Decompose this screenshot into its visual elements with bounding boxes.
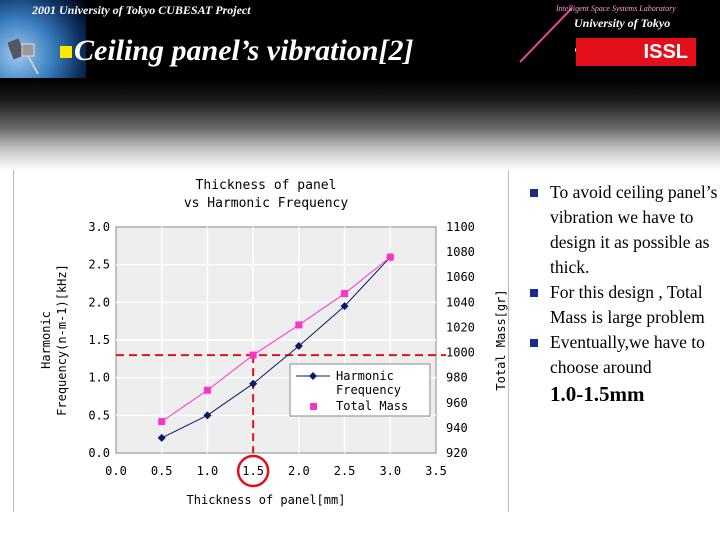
y-axis-right-label: Total Mass[gr] [494,289,508,390]
data-point-harmonic [157,433,166,442]
bullet-text: To avoid ceiling panel’s vibration we ha… [550,182,718,277]
data-point-harmonic [203,411,212,420]
bullet-list: To avoid ceiling panel’s vibration we ha… [528,180,718,408]
bullet-text: For this design , Total Mass is large pr… [550,282,705,327]
series-line [161,256,391,439]
earth-image [0,0,86,78]
bullet-highlight: 1.0-1.5mm [550,382,645,406]
bullet-square-icon [530,189,538,197]
x-tick-label: 1.5 [242,464,264,478]
y-right-tick-label: 920 [446,446,468,460]
y-axis-left-label-line-2: Frequency(n-m-1)[kHz] [55,264,69,416]
y-right-tick-label: 1020 [446,320,475,334]
logo-university-text: University of Tokyo [574,16,671,30]
y-right-tick-label: 1100 [446,220,475,234]
logo-issl-text: ISSL [576,38,696,66]
y-left-tick-label: 0.0 [88,446,110,460]
data-point-mass [386,253,394,261]
project-line: 2001 University of Tokyo CUBESAT Project [32,3,251,17]
y-left-tick-label: 2.0 [88,295,110,309]
legend-square-icon [310,403,317,410]
data-point-mass [295,321,303,329]
chart-title-line-2: vs Harmonic Frequency [184,196,349,211]
y-right-tick-label: 980 [446,371,468,385]
issl-logo: Intelligent Space Systems Laboratory Uni… [512,0,720,72]
x-tick-label: 2.5 [334,464,356,478]
satellite-icon [8,38,39,75]
bullet-square-icon [530,289,538,297]
y-left-tick-label: 2.5 [88,258,110,272]
data-point-harmonic [294,342,303,351]
data-point-mass [203,386,211,394]
highlight-circle [236,454,270,488]
x-tick-label: 3.5 [425,464,447,478]
title-bullet-icon [60,46,72,58]
chart-panel: Thickness of panel vs Harmonic Frequency… [13,170,509,512]
data-point-mass [341,290,349,298]
legend: Harmonic Frequency Total Mass [289,363,431,417]
logo-lab-text: Intelligent Space Systems Laboratory [556,4,676,13]
y-left-tick-label: 0.5 [88,408,110,422]
x-axis-label: Thickness of panel[mm] [187,493,346,507]
y-right-tick-label: 940 [446,421,468,435]
x-tick-label: 0.0 [105,464,127,478]
y-right-tick-label: 1080 [446,245,475,259]
legend-diamond-icon [309,372,317,380]
data-point-harmonic [249,379,258,388]
data-point-harmonic [340,302,349,311]
y-left-tick-label: 3.0 [88,220,110,234]
legend-harmonic-label: Harmonic [336,369,394,383]
y-right-tick-label: 1000 [446,346,475,360]
data-point-mass [249,351,257,359]
x-tick-label: 3.0 [379,464,401,478]
frequency-mass-chart: Thickness of panel vs Harmonic Frequency… [39,178,508,507]
y-axis-left-label-line-1: Harmonic [39,311,53,369]
series-line [161,256,391,423]
x-tick-label: 0.5 [151,464,173,478]
bullet-item: For this design , Total Mass is large pr… [528,280,718,330]
y-left-tick-label: 1.0 [88,371,110,385]
data-point-mass [158,418,166,426]
y-right-tick-label: 1060 [446,270,475,284]
bullet-text: Eventually,we have to choose around [550,332,705,377]
page-title: Ceiling panel’s vibration[2] [74,34,414,67]
bullet-item: Eventually,we have to choose around 1.0-… [528,330,718,408]
legend-mass-label: Total Mass [336,399,408,413]
y-left-tick-label: 1.5 [88,333,110,347]
header-banner: 2001 University of Tokyo CUBESAT Project… [0,0,720,170]
bullet-item: To avoid ceiling panel’s vibration we ha… [528,180,718,280]
x-tick-label: 1.0 [197,464,219,478]
chart-title-line-1: Thickness of panel [196,178,337,193]
legend-harmonic-label-2: Frequency [336,383,401,397]
bullet-square-icon [530,339,538,347]
y-right-tick-label: 960 [446,396,468,410]
x-tick-label: 2.0 [288,464,310,478]
y-right-tick-label: 1040 [446,295,475,309]
